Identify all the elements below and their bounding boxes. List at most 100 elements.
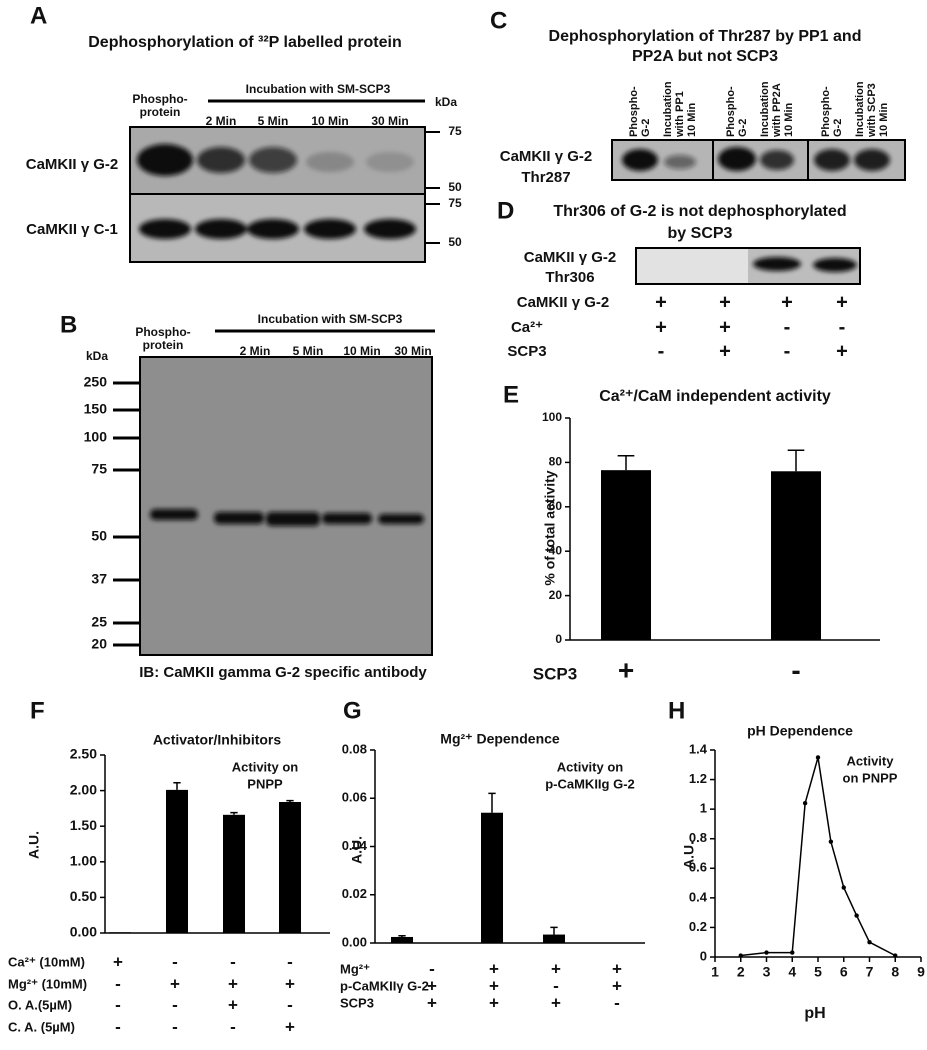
point xyxy=(738,953,743,958)
point xyxy=(893,953,898,958)
row-label: CaMKII γ G-2 xyxy=(26,156,119,173)
lane-label: with SCP3 xyxy=(866,83,878,138)
lane-label: Phospho- xyxy=(725,86,737,137)
lane-label: 5 Min xyxy=(258,114,289,128)
lane-label: Incubation xyxy=(662,81,674,137)
point xyxy=(841,885,846,890)
row-label: Thr287 xyxy=(521,169,570,186)
x-tick-label: 6 xyxy=(840,964,848,980)
condition-sign: - xyxy=(115,1017,121,1036)
condition-sign: + xyxy=(836,291,848,313)
y-tick-label: 1.4 xyxy=(689,741,708,756)
x-tick-label: - xyxy=(791,654,800,685)
condition-sign: - xyxy=(658,340,665,362)
bar xyxy=(279,801,301,933)
annotation: p-CaMKIIg G-2 xyxy=(545,776,635,791)
x-axis-label: SCP3 xyxy=(533,664,577,683)
marker-label: 75 xyxy=(448,124,462,138)
y-tick-label: 80 xyxy=(549,455,563,469)
y-tick-label: 0.00 xyxy=(342,934,367,949)
panel-title: Thr306 of G-2 is not dephosphorylated xyxy=(553,203,846,220)
row-label: CaMKII γ G-2 xyxy=(500,148,593,165)
x-tick-label: + xyxy=(618,654,634,685)
bands xyxy=(622,147,890,171)
condition-sign: + xyxy=(781,291,793,313)
lane-label: 30 Min xyxy=(394,344,431,358)
panel-letter: F xyxy=(30,697,45,724)
lane-label: 10 Min xyxy=(878,102,890,137)
y-tick-label: 0.00 xyxy=(70,924,97,940)
panel-letter: B xyxy=(60,311,77,338)
condition-label: Mg²⁺ (10mM) xyxy=(8,976,87,991)
lane-label: protein xyxy=(143,338,184,352)
lane-labels: Phospho- G-2 Incubation with PP1 10 Min Phosp… xyxy=(628,81,890,138)
y-tick-label: 0.04 xyxy=(342,838,368,853)
x-tick-label: 5 xyxy=(814,964,822,980)
caption: IB: CaMKII gamma G-2 specific antibody xyxy=(139,664,427,681)
error-bar xyxy=(488,792,496,813)
condition-label: Mg²⁺ xyxy=(340,961,370,976)
condition-sign: + xyxy=(228,974,238,993)
lane-label: Phospho- xyxy=(135,325,190,339)
chart-title: Activator/Inhibitors xyxy=(153,732,282,748)
lane-label: G-2 xyxy=(737,119,749,137)
condition-sign: + xyxy=(612,976,622,995)
point xyxy=(802,801,808,806)
y-tick-label: 0 xyxy=(555,632,562,646)
marker-label: 20 xyxy=(91,636,107,652)
marker-label: 50 xyxy=(91,528,107,544)
marker-label: 50 xyxy=(448,235,462,249)
x-axis-label: pH xyxy=(804,1005,825,1022)
marker-label: 150 xyxy=(84,401,108,417)
marker-label: 50 xyxy=(448,180,462,194)
lane-label: G-2 xyxy=(832,119,844,137)
unit-label: kDa xyxy=(86,349,108,363)
condition-label: Ca²⁺ (10mM) xyxy=(8,954,85,969)
lane-label: Incubation xyxy=(759,81,771,137)
bands xyxy=(137,144,416,239)
condition-sign: + xyxy=(551,959,561,978)
condition-label: O. A.(5µM) xyxy=(8,997,72,1012)
panel-letter: C xyxy=(490,7,507,34)
y-tick-label: 1.00 xyxy=(70,853,97,869)
point xyxy=(815,755,821,760)
x-tick-label: 3 xyxy=(763,964,771,980)
error-bar xyxy=(550,926,558,935)
charts: E Ca²⁺/CaM independent activity % of total… xyxy=(8,381,925,1036)
point xyxy=(828,839,834,844)
bar xyxy=(543,934,565,943)
lane-label: Phospho- xyxy=(628,86,640,137)
condition-sign: + xyxy=(285,1017,295,1036)
incubation-label: Incubation with SM-SCP3 xyxy=(246,82,391,96)
y-tick-label: 60 xyxy=(549,499,563,513)
lane-label: 2 Min xyxy=(206,114,237,128)
condition-sign: - xyxy=(115,974,121,993)
condition-sign: + xyxy=(489,976,499,995)
bar xyxy=(771,471,821,640)
panel-letter: D xyxy=(497,197,514,224)
row-label: CaMKII γ C-1 xyxy=(26,221,118,238)
marker-label: 25 xyxy=(91,614,107,630)
lane-label: 10 Min xyxy=(343,344,380,358)
row-label: CaMKII γ G-2 xyxy=(524,249,617,266)
lane-label: with PP1 xyxy=(674,91,686,138)
condition-sign: + xyxy=(285,974,295,993)
condition-sign: - xyxy=(553,976,559,995)
blot xyxy=(636,248,748,284)
condition-sign: + xyxy=(427,976,437,995)
panel-letter: E xyxy=(503,381,519,408)
row-label: Thr306 xyxy=(545,269,594,286)
lane-label: protein xyxy=(140,105,181,119)
unit-label: kDa xyxy=(435,95,457,109)
y-tick-label: 20 xyxy=(549,588,563,602)
marker-label: 100 xyxy=(84,429,108,445)
x-tick-label: 1 xyxy=(711,964,719,980)
lane-label: 10 Min xyxy=(783,102,795,137)
y-tick-label: 2.00 xyxy=(70,781,97,797)
condition-sign: - xyxy=(287,995,293,1014)
lane-label: 10 Min xyxy=(686,102,698,137)
condition-sign: + xyxy=(719,340,731,362)
error-bar xyxy=(286,799,294,802)
lane-label: Phospho- xyxy=(820,86,832,137)
panel-title: by SCP3 xyxy=(668,225,733,242)
